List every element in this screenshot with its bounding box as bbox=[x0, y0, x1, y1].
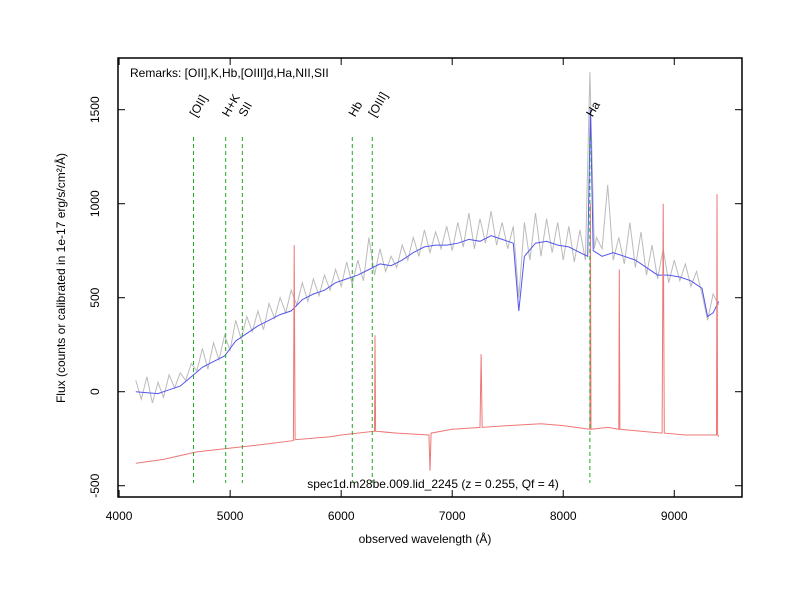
spectrum-line bbox=[135, 109, 720, 395]
emission-line-label: Hb bbox=[345, 99, 365, 120]
x-axis-label: observed wavelength (Å) bbox=[359, 531, 492, 546]
y-tick-label: -500 bbox=[88, 473, 102, 497]
x-tick-label: 6000 bbox=[328, 509, 355, 523]
x-tick-label: 8000 bbox=[550, 509, 577, 523]
y-tick-label: 0 bbox=[88, 388, 102, 395]
y-tick-label: 1000 bbox=[88, 190, 102, 217]
x-tick-label: 5000 bbox=[217, 509, 244, 523]
y-axis-label: Flux (counts or calibrated in 1e-17 erg/… bbox=[53, 153, 68, 403]
remarks: Remarks: [OII],K,Hb,[OIII]d,Ha,NII,SII bbox=[130, 66, 329, 80]
x-tick-label: 9000 bbox=[661, 509, 688, 523]
x-tick-label: 7000 bbox=[439, 509, 466, 523]
caption: spec1d.m28be.009.lid_2245 (z = 0.255, Qf… bbox=[307, 477, 559, 491]
spectrum-line bbox=[135, 72, 720, 404]
emission-line-label: Ha bbox=[583, 99, 603, 120]
plot-frame bbox=[117, 57, 743, 498]
x-tick-label: 4000 bbox=[106, 509, 133, 523]
y-tick-label: 500 bbox=[88, 287, 102, 307]
y-tick-label: 1500 bbox=[88, 96, 102, 123]
emission-line-label: SII bbox=[236, 99, 255, 119]
spectrum-line bbox=[135, 194, 720, 471]
